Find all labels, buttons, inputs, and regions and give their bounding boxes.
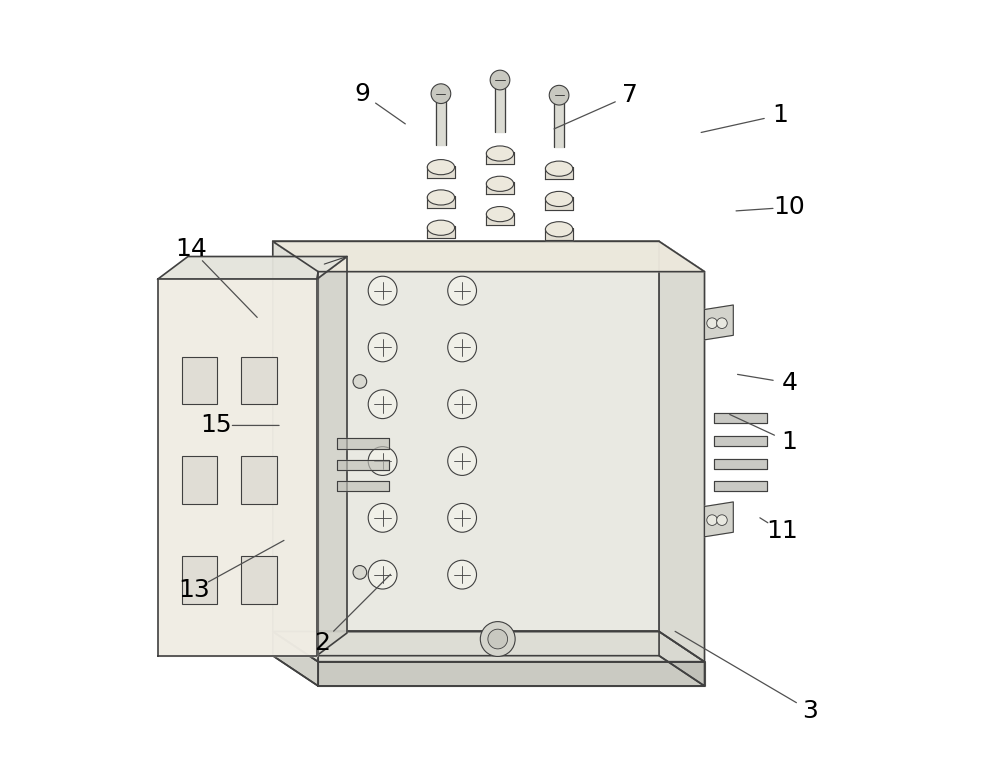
Polygon shape	[554, 95, 564, 146]
Circle shape	[368, 333, 397, 362]
Circle shape	[448, 333, 477, 362]
Polygon shape	[436, 94, 446, 145]
Ellipse shape	[486, 207, 514, 222]
Polygon shape	[705, 305, 733, 340]
Polygon shape	[495, 80, 505, 131]
Circle shape	[707, 318, 717, 329]
Polygon shape	[273, 241, 659, 632]
Circle shape	[549, 85, 569, 105]
Circle shape	[368, 446, 397, 475]
Polygon shape	[317, 256, 347, 655]
Polygon shape	[158, 279, 317, 655]
Text: 7: 7	[622, 83, 638, 107]
Circle shape	[353, 565, 367, 579]
Polygon shape	[659, 241, 705, 662]
Circle shape	[368, 560, 397, 589]
Polygon shape	[337, 438, 389, 449]
Text: 13: 13	[178, 578, 210, 602]
Polygon shape	[273, 632, 705, 662]
Text: 14: 14	[175, 237, 207, 261]
Circle shape	[448, 504, 477, 533]
Circle shape	[707, 515, 717, 526]
Polygon shape	[273, 241, 705, 272]
Circle shape	[368, 276, 397, 305]
Ellipse shape	[486, 146, 514, 161]
Polygon shape	[427, 226, 455, 238]
Ellipse shape	[545, 161, 573, 176]
Circle shape	[448, 560, 477, 589]
Polygon shape	[318, 662, 705, 686]
Polygon shape	[714, 481, 767, 491]
Polygon shape	[486, 213, 514, 225]
Polygon shape	[158, 256, 347, 279]
Circle shape	[490, 70, 510, 90]
Circle shape	[353, 375, 367, 388]
Polygon shape	[273, 655, 705, 686]
FancyBboxPatch shape	[182, 356, 217, 404]
Text: 3: 3	[803, 699, 818, 723]
Circle shape	[448, 446, 477, 475]
Text: 9: 9	[354, 82, 370, 105]
Polygon shape	[337, 481, 389, 491]
Circle shape	[717, 318, 727, 329]
FancyBboxPatch shape	[241, 356, 277, 404]
Ellipse shape	[545, 222, 573, 237]
Polygon shape	[714, 414, 767, 423]
Polygon shape	[714, 436, 767, 446]
Circle shape	[368, 504, 397, 533]
Polygon shape	[714, 459, 767, 468]
FancyBboxPatch shape	[241, 456, 277, 504]
Circle shape	[448, 390, 477, 419]
Polygon shape	[486, 152, 514, 164]
FancyBboxPatch shape	[182, 556, 217, 604]
Polygon shape	[427, 196, 455, 208]
Polygon shape	[486, 182, 514, 195]
Polygon shape	[705, 502, 733, 537]
Circle shape	[368, 390, 397, 419]
Polygon shape	[337, 459, 389, 470]
Text: 4: 4	[781, 371, 797, 395]
Polygon shape	[273, 632, 318, 686]
Ellipse shape	[427, 190, 455, 205]
Polygon shape	[659, 632, 705, 686]
Ellipse shape	[427, 159, 455, 175]
Text: 10: 10	[773, 195, 805, 219]
Text: 1: 1	[772, 103, 788, 127]
Polygon shape	[427, 166, 455, 178]
Ellipse shape	[427, 221, 455, 235]
Polygon shape	[273, 632, 705, 662]
Polygon shape	[545, 167, 573, 179]
Text: 15: 15	[200, 414, 232, 437]
Circle shape	[480, 622, 515, 656]
Ellipse shape	[545, 192, 573, 207]
Polygon shape	[273, 241, 318, 662]
Polygon shape	[545, 198, 573, 210]
Text: 11: 11	[766, 520, 798, 543]
Polygon shape	[545, 227, 573, 240]
Text: 2: 2	[314, 631, 330, 655]
Circle shape	[717, 515, 727, 526]
FancyBboxPatch shape	[241, 556, 277, 604]
Text: 1: 1	[781, 430, 797, 454]
Circle shape	[488, 629, 508, 649]
Circle shape	[431, 84, 451, 104]
Circle shape	[448, 276, 477, 305]
FancyBboxPatch shape	[182, 456, 217, 504]
Ellipse shape	[486, 176, 514, 192]
